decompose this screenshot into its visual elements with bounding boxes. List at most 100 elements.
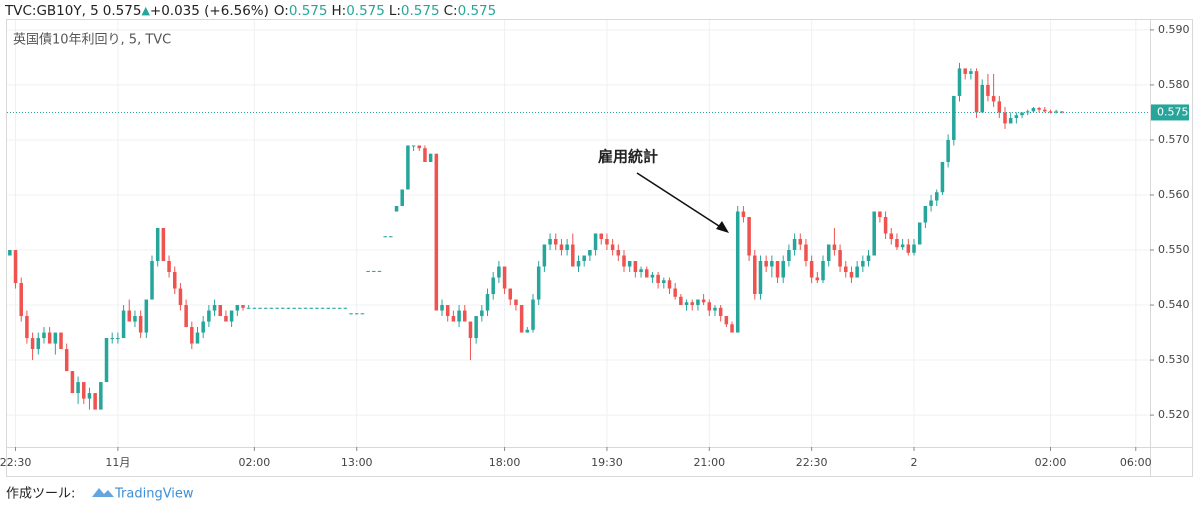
candle-body <box>878 211 882 217</box>
field-value: 0.575 <box>401 3 440 19</box>
candle-body <box>389 236 393 238</box>
candle-body <box>263 307 268 309</box>
candle-body <box>639 269 643 273</box>
candle-body <box>463 310 467 322</box>
candle-body <box>309 307 313 309</box>
grid: 0.520 0.530 0.540 0.550 0.560 0.570 0.580 0.590… <box>0 20 1190 469</box>
candle-body <box>895 239 899 248</box>
candle-body <box>627 261 632 267</box>
candle-body <box>792 239 797 251</box>
candle-body <box>1043 109 1047 112</box>
candle-body <box>1014 115 1019 118</box>
candle-body <box>508 288 513 300</box>
candles <box>8 62 1064 410</box>
candle-body <box>258 307 262 309</box>
candle-body <box>281 307 285 309</box>
candle-body <box>980 84 985 113</box>
candle-body <box>451 316 456 322</box>
y-tick-label: 0.560 <box>1158 188 1190 201</box>
candle-body <box>906 244 911 253</box>
candle-body <box>900 244 905 248</box>
candle-body <box>923 205 928 223</box>
candle-body <box>747 216 751 256</box>
x-tick-label: 22:30 <box>0 456 31 469</box>
candle-body <box>47 332 52 344</box>
candle-body <box>713 307 717 311</box>
candle-body <box>804 244 808 262</box>
candle-body <box>485 294 490 311</box>
candle-body <box>292 307 296 309</box>
candle-body <box>201 321 205 333</box>
x-tick-label: 22:30 <box>796 456 828 469</box>
candle-body <box>775 261 780 278</box>
candle-body <box>93 393 97 410</box>
candle-body <box>30 338 35 350</box>
x-tick-label: 06:00 <box>1120 456 1152 469</box>
candle-body <box>468 321 473 339</box>
candle-body <box>116 338 120 340</box>
candle-body <box>59 332 63 350</box>
candle-body <box>474 316 478 339</box>
candle-body <box>815 277 820 281</box>
candle-body <box>855 266 859 278</box>
x-tick-label: 02:00 <box>1035 456 1067 469</box>
candle-body <box>104 338 109 383</box>
candle-body <box>844 266 848 273</box>
candle-body <box>36 338 41 350</box>
footer-text: 作成ツール: <box>6 487 75 502</box>
candle-body <box>1054 111 1058 113</box>
candle-body <box>934 192 939 201</box>
footer-brand[interactable]: TradingView <box>114 487 194 502</box>
candle-body <box>644 269 649 278</box>
annotation-arrowhead <box>716 221 729 233</box>
y-tick-label: 0.530 <box>1158 353 1190 366</box>
candle-body <box>383 236 387 238</box>
candle-body <box>161 227 166 262</box>
candle-body <box>332 307 336 309</box>
candle-body <box>1025 111 1030 113</box>
candle-body <box>565 244 569 251</box>
candle-body <box>150 261 154 300</box>
x-tick-label: 2 <box>911 456 918 469</box>
candle-body <box>576 261 581 267</box>
candle-body <box>946 139 950 162</box>
candle-body <box>849 272 854 278</box>
candle-body <box>593 233 598 251</box>
candle-body <box>360 313 365 315</box>
candle-body <box>178 288 183 306</box>
candle-body <box>861 261 865 267</box>
candle-body <box>246 307 251 309</box>
candle-body <box>1020 112 1024 116</box>
candle-body <box>190 327 194 344</box>
candle-body <box>269 307 274 309</box>
candle-body <box>582 255 586 262</box>
candle-body <box>1037 108 1041 110</box>
candle-body <box>1031 108 1036 112</box>
arrow: ▲ <box>141 4 150 17</box>
y-tick-label: 0.580 <box>1158 78 1190 91</box>
price: 0.575 <box>103 3 142 19</box>
candle-body <box>730 324 734 333</box>
y-tick-label: 0.590 <box>1158 23 1190 36</box>
candle-body <box>286 307 291 309</box>
candle-body <box>411 145 416 147</box>
candle-body <box>457 310 461 322</box>
candle-body <box>610 244 615 251</box>
candle-body <box>235 305 240 311</box>
candle-body <box>588 250 592 256</box>
candle-body <box>667 280 672 289</box>
candle-body <box>673 288 677 297</box>
candle-body <box>724 316 729 325</box>
candle-body <box>406 145 410 190</box>
candle-body <box>417 145 422 149</box>
candle-body <box>758 261 763 295</box>
x-tick-label: 11月 <box>105 456 130 469</box>
candle-body <box>548 239 552 245</box>
candle-body <box>690 302 694 306</box>
candle-body <box>434 153 439 311</box>
candle-body <box>195 332 200 344</box>
candle-body <box>798 239 803 245</box>
candle-body <box>963 68 967 74</box>
field-key: C: <box>444 3 458 19</box>
